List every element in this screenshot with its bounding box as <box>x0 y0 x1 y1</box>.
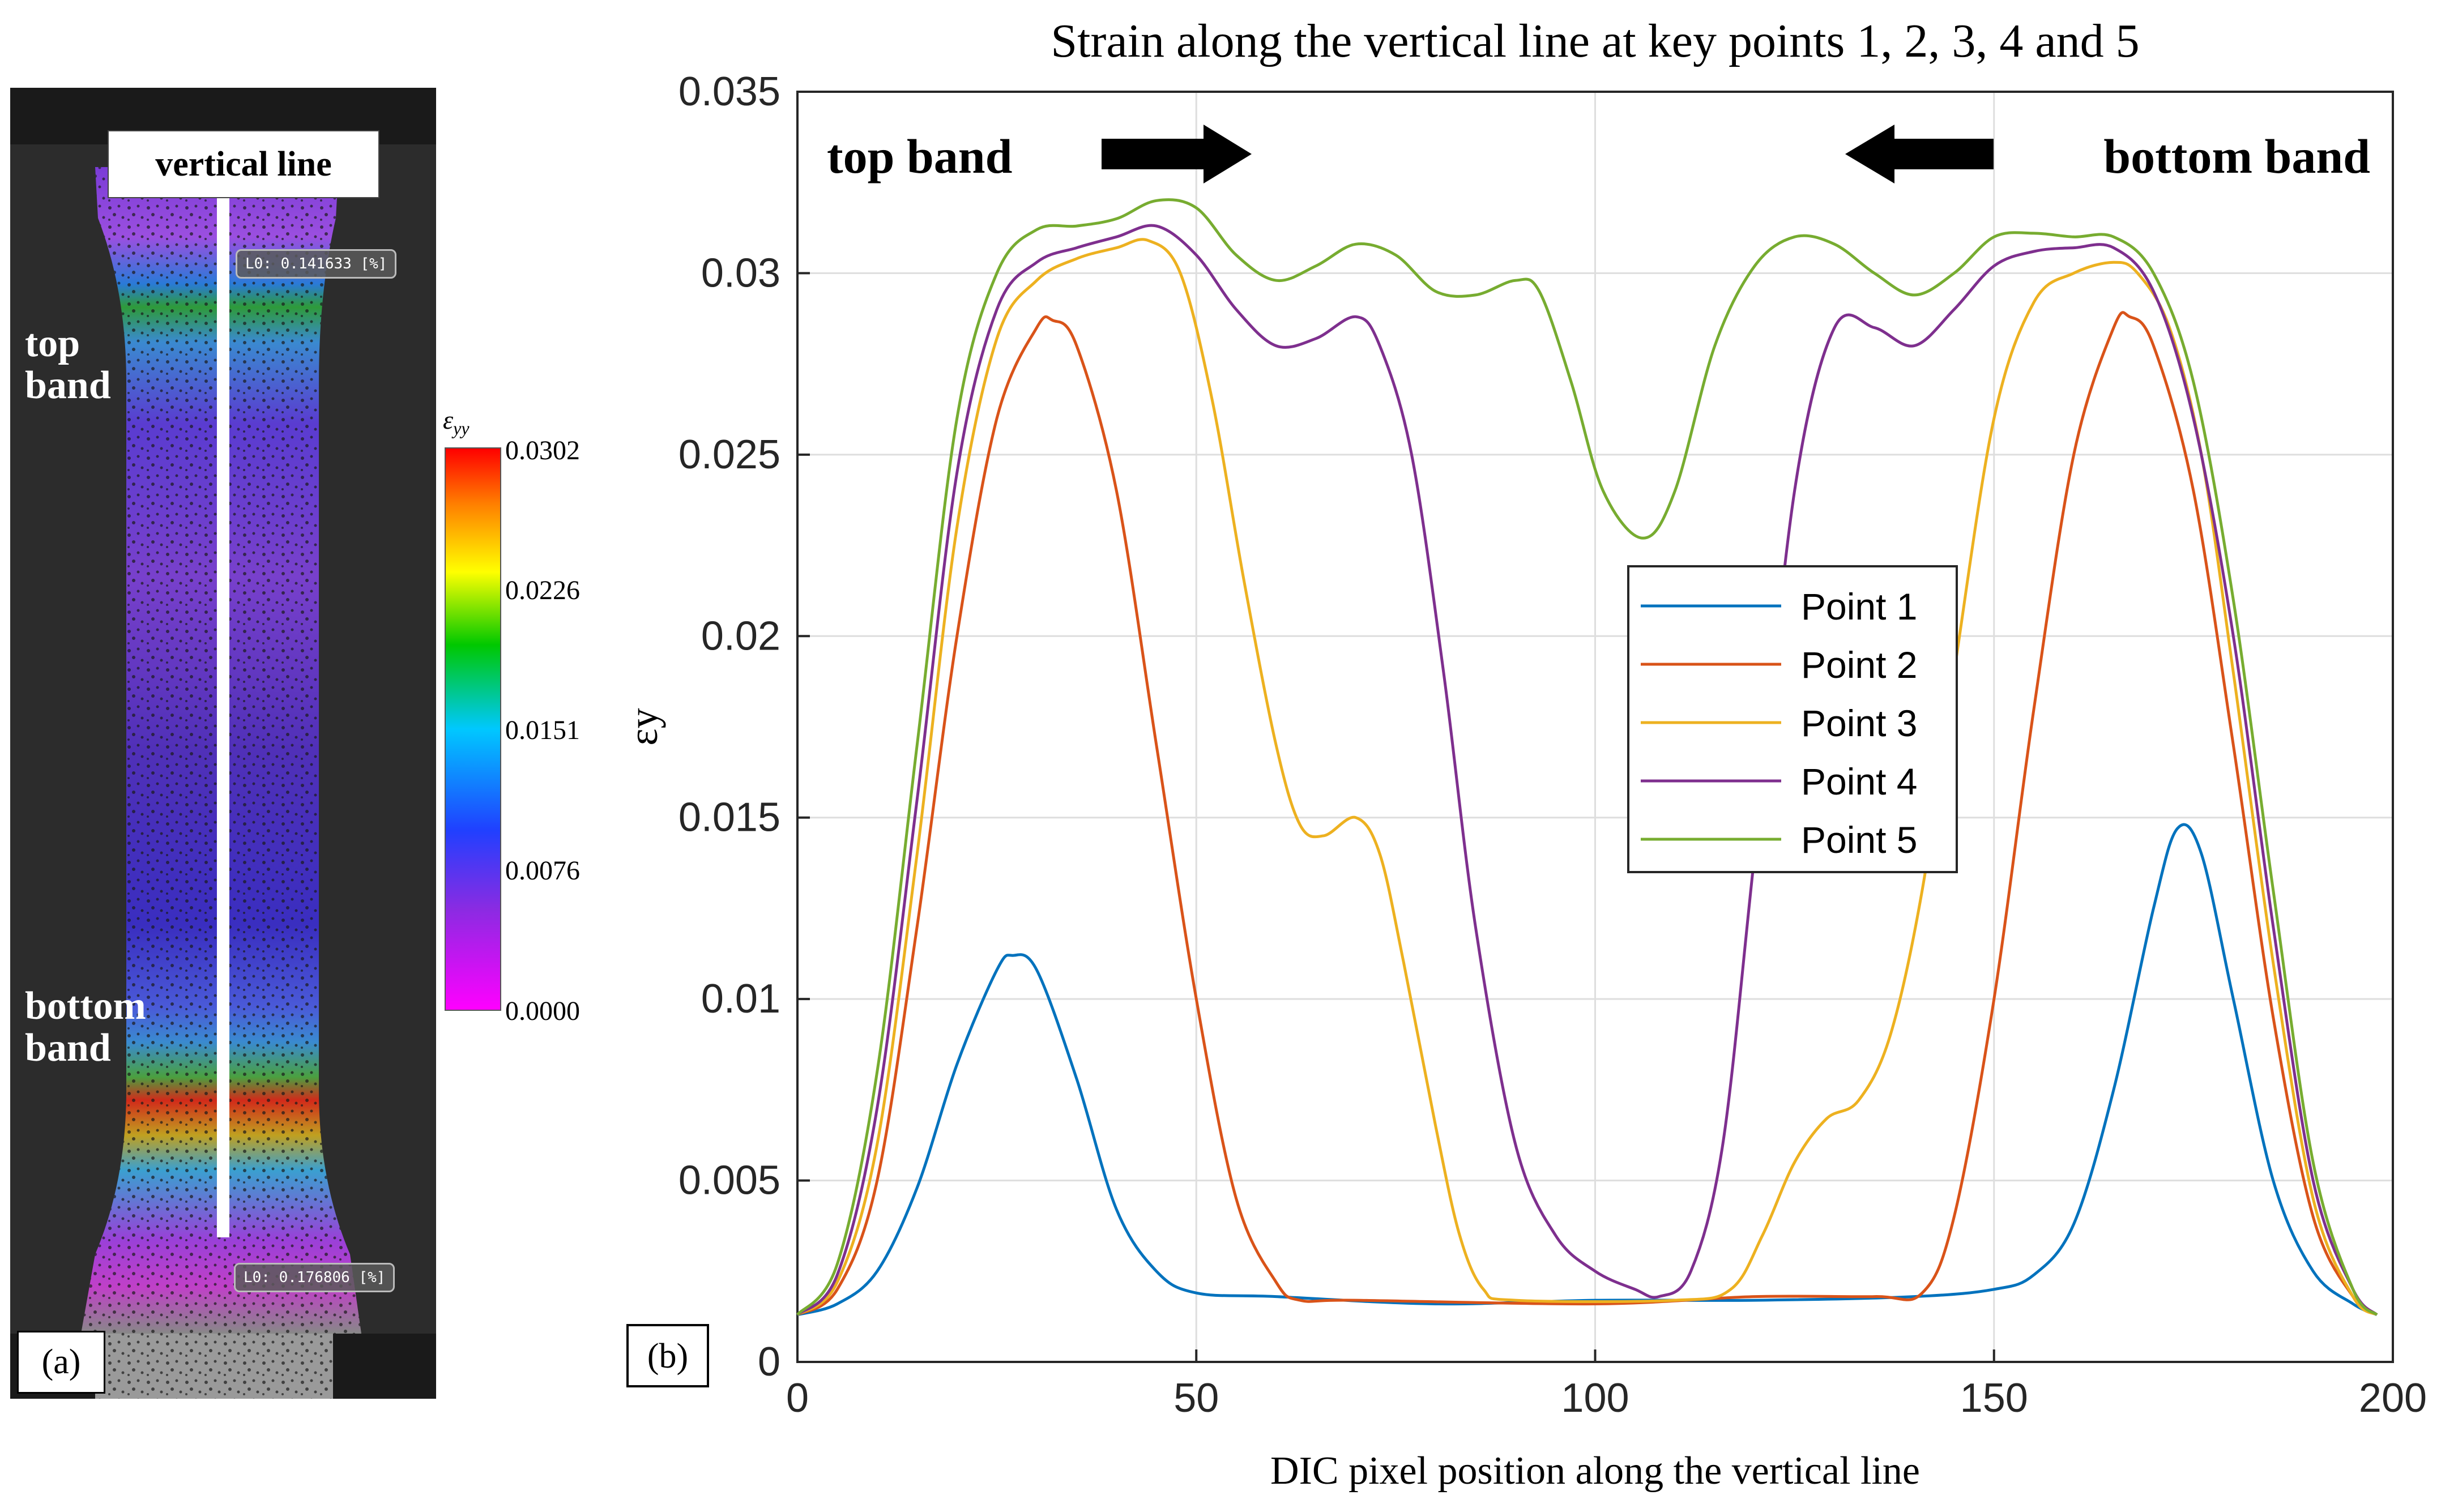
lo-readout-bottom: L0: 0.176806 [%] <box>234 1263 395 1292</box>
colorbar-tick: 0.0302 <box>505 435 580 465</box>
colorbar <box>445 447 501 1011</box>
series-line-point-2 <box>796 311 2378 1316</box>
y-tick-label: 0.01 <box>701 976 780 1022</box>
legend-label: Point 3 <box>1801 702 1917 744</box>
y-tick-label: 0 <box>758 1339 780 1385</box>
top-band-label-line2: band <box>25 363 111 407</box>
legend-label: Point 1 <box>1801 586 1917 627</box>
vertical-line-label: vertical line <box>108 130 379 198</box>
colorbar-tick: 0.0151 <box>505 715 580 745</box>
bottom-band-annotation: bottom band <box>2103 129 2370 183</box>
colorbar-tick: 0.0000 <box>505 996 580 1026</box>
colorbar-tick: 0.0226 <box>505 575 580 605</box>
panel-b-tag: (b) <box>626 1324 709 1387</box>
top-band-label-line1: top <box>25 322 80 365</box>
x-tick-label: 100 <box>1561 1376 1629 1421</box>
panel-b-tag-label: (b) <box>647 1337 688 1376</box>
y-tick-label: 0.025 <box>678 432 780 477</box>
legend-label: Point 4 <box>1801 761 1917 802</box>
lo-readout-top: L0: 0.141633 [%] <box>236 249 397 279</box>
top-band-annotation: top band <box>827 129 1012 183</box>
y-tick-label: 0.02 <box>701 613 780 659</box>
colorbar-title: εyy <box>443 405 470 439</box>
colorbar-tick: 0.0076 <box>505 856 580 886</box>
bottom-band-label-line2: band <box>25 1026 111 1070</box>
bottom-grip-speckle <box>95 1334 333 1399</box>
y-axis-label: εy <box>621 708 666 745</box>
bottom-band-label-line1: bottom <box>25 984 146 1028</box>
y-tick-label: 0.005 <box>678 1158 780 1203</box>
y-tick-label: 0.015 <box>678 795 780 840</box>
x-tick-label: 0 <box>786 1376 809 1421</box>
y-tick-label: 0.03 <box>701 250 780 296</box>
specimen-strain-field <box>10 88 436 1399</box>
vertical-line-marker <box>217 198 229 1237</box>
left-arrow-icon <box>1845 125 1994 183</box>
series-line-point-5 <box>796 198 2378 1316</box>
top-band-label-a: top band <box>25 323 111 406</box>
panel-a-tag: (a) <box>17 1331 105 1394</box>
legend-label: Point 2 <box>1801 644 1917 686</box>
x-axis-label: DIC pixel position along the vertical li… <box>1270 1449 1920 1493</box>
y-tick-label: 0.035 <box>678 69 780 114</box>
bottom-band-label-a: bottom band <box>25 985 146 1069</box>
legend-label: Point 5 <box>1801 819 1917 861</box>
right-arrow-icon <box>1102 125 1252 183</box>
panel-a-dic-image: vertical line top band bottom band L0: 0… <box>10 88 436 1399</box>
plot-frame <box>796 91 2394 1363</box>
x-tick-label: 150 <box>1960 1376 2028 1421</box>
series-line-point-4 <box>796 224 2378 1316</box>
x-tick-label: 50 <box>1173 1376 1219 1421</box>
panel-b-tag-box <box>626 1324 709 1387</box>
x-tick-label: 200 <box>2359 1376 2427 1421</box>
chart-title: Strain along the vertical line at key po… <box>1051 15 2139 67</box>
legend-box <box>1627 565 1958 873</box>
